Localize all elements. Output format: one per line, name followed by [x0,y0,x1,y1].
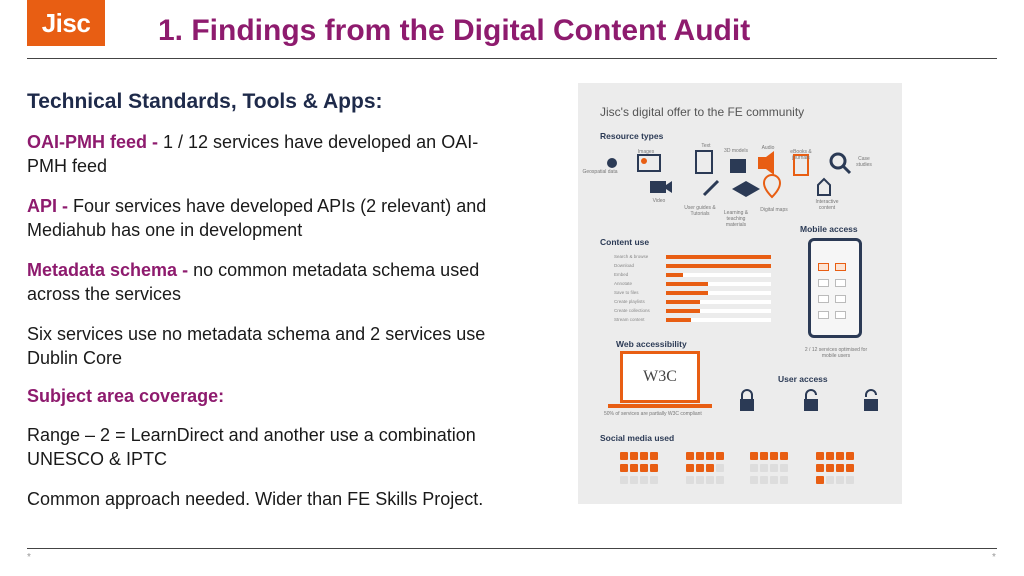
content-use-bar [666,318,771,322]
jisc-logo: Jisc [27,0,105,46]
content-use-heading: Content use [600,237,650,247]
paragraph-metadata: Metadata schema - no common metadata sch… [27,258,507,306]
paragraph-text: Range – 2 = LearnDirect and another use … [27,425,476,469]
laptop-base [608,404,712,408]
section-heading: Technical Standards, Tools & Apps: [27,90,383,113]
infographic-title: Jisc's digital offer to the FE community [600,105,805,119]
content-use-bar [666,291,771,295]
paragraph-schema-usage: Six services use no metadata schema and … [27,322,507,370]
web-accessibility-heading: Web accessibility [616,339,687,349]
laptop-graphic: W3C [620,351,700,403]
content-use-bar [666,282,771,286]
w3c-label: W3C [643,368,677,385]
resource-icons [607,150,852,199]
slide-title: 1. Findings from the Digital Content Aud… [158,14,751,47]
paragraph-oai: OAI-PMH feed - 1 / 12 services have deve… [27,130,507,178]
resource-types-heading: Resource types [600,131,664,141]
logo-text: Jisc [41,7,91,38]
content-use-bar [666,255,771,259]
mobile-note: 2 / 12 services optimised for mobile use… [804,347,868,359]
paragraph-text: 1 / 12 services have developed an OAI-PM… [27,132,479,176]
content-use-bar [666,273,771,277]
subject-heading: Subject area coverage: [27,386,225,406]
content-use-bar [666,309,771,313]
paragraph-text: Six services use no metadata schema and … [27,324,486,368]
body-text: Technical Standards, Tools & Apps: OAI-P… [27,90,507,527]
infographic-image: Jisc's digital offer to the FE community… [578,83,902,504]
content-use-bar [666,264,771,268]
footer-mark-left: * [27,552,31,563]
accessibility-note: 50% of services are partially W3C compli… [604,411,702,417]
title-divider [27,58,997,59]
paragraph-text: Common approach needed. Wider than FE Sk… [27,489,484,509]
paragraph-label: API - [27,196,74,216]
paragraph-common-approach: Common approach needed. Wider than FE Sk… [27,487,507,511]
user-access-heading: User access [778,374,828,384]
mobile-phone-graphic [808,238,862,338]
footer-mark-right: * [992,552,996,563]
paragraph-range: Range – 2 = LearnDirect and another use … [27,423,507,471]
paragraph-text: no common metadata schema used across th… [27,260,480,304]
lock-icons [740,389,878,411]
paragraph-label: OAI-PMH feed - [27,132,164,152]
paragraph-api: API - Four services have developed APIs … [27,194,507,242]
paragraph-label: Metadata schema - [27,260,194,280]
paragraph-text: Four services have developed APIs (2 rel… [27,196,487,240]
content-use-bar [666,300,771,304]
footer-divider [27,548,997,549]
mobile-access-heading: Mobile access [800,224,858,234]
social-media-heading: Social media used [600,433,675,443]
